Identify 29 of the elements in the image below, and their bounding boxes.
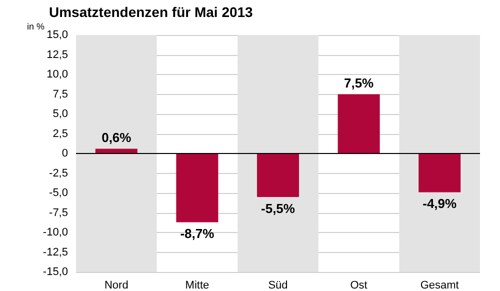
bar bbox=[418, 154, 461, 192]
y-tick-label: -10,0 bbox=[42, 226, 68, 238]
x-tick-label: Nord bbox=[104, 280, 128, 291]
data-label: 0,6% bbox=[102, 130, 132, 145]
y-tick-label: 7,5 bbox=[52, 88, 68, 100]
y-tick-label: -7,5 bbox=[49, 206, 68, 219]
y-tick-label: 12,5 bbox=[46, 48, 68, 61]
y-tick-label: -12,5 bbox=[42, 246, 68, 258]
bar bbox=[176, 154, 218, 222]
y-tick-label: 0 bbox=[62, 148, 68, 160]
y-tick-label: 15,0 bbox=[46, 29, 68, 41]
x-tick-label: Gesamt bbox=[420, 280, 459, 291]
y-tick-label: -5,0 bbox=[49, 187, 68, 199]
y-tick-label: 2,5 bbox=[52, 128, 68, 140]
data-label: -4,9% bbox=[422, 196, 458, 212]
data-label: 7,5% bbox=[344, 75, 374, 90]
x-tick-label: Mitte bbox=[185, 280, 210, 291]
data-label: -8,7% bbox=[180, 226, 215, 242]
data-label: -5,5% bbox=[261, 200, 296, 216]
x-tick-label: Süd bbox=[268, 280, 288, 291]
y-tick-label: -15,0 bbox=[42, 266, 68, 278]
bar bbox=[338, 94, 380, 154]
y-axis-title: in % bbox=[27, 22, 45, 32]
bar bbox=[256, 154, 300, 197]
y-tick-label: -2,5 bbox=[49, 167, 68, 180]
chart-title: Umsatztendenzen für Mai 2013 bbox=[49, 4, 254, 20]
y-tick-label: 10,0 bbox=[46, 68, 68, 80]
y-tick-label: 5,0 bbox=[52, 108, 68, 120]
x-tick-label: Ost bbox=[350, 280, 368, 291]
